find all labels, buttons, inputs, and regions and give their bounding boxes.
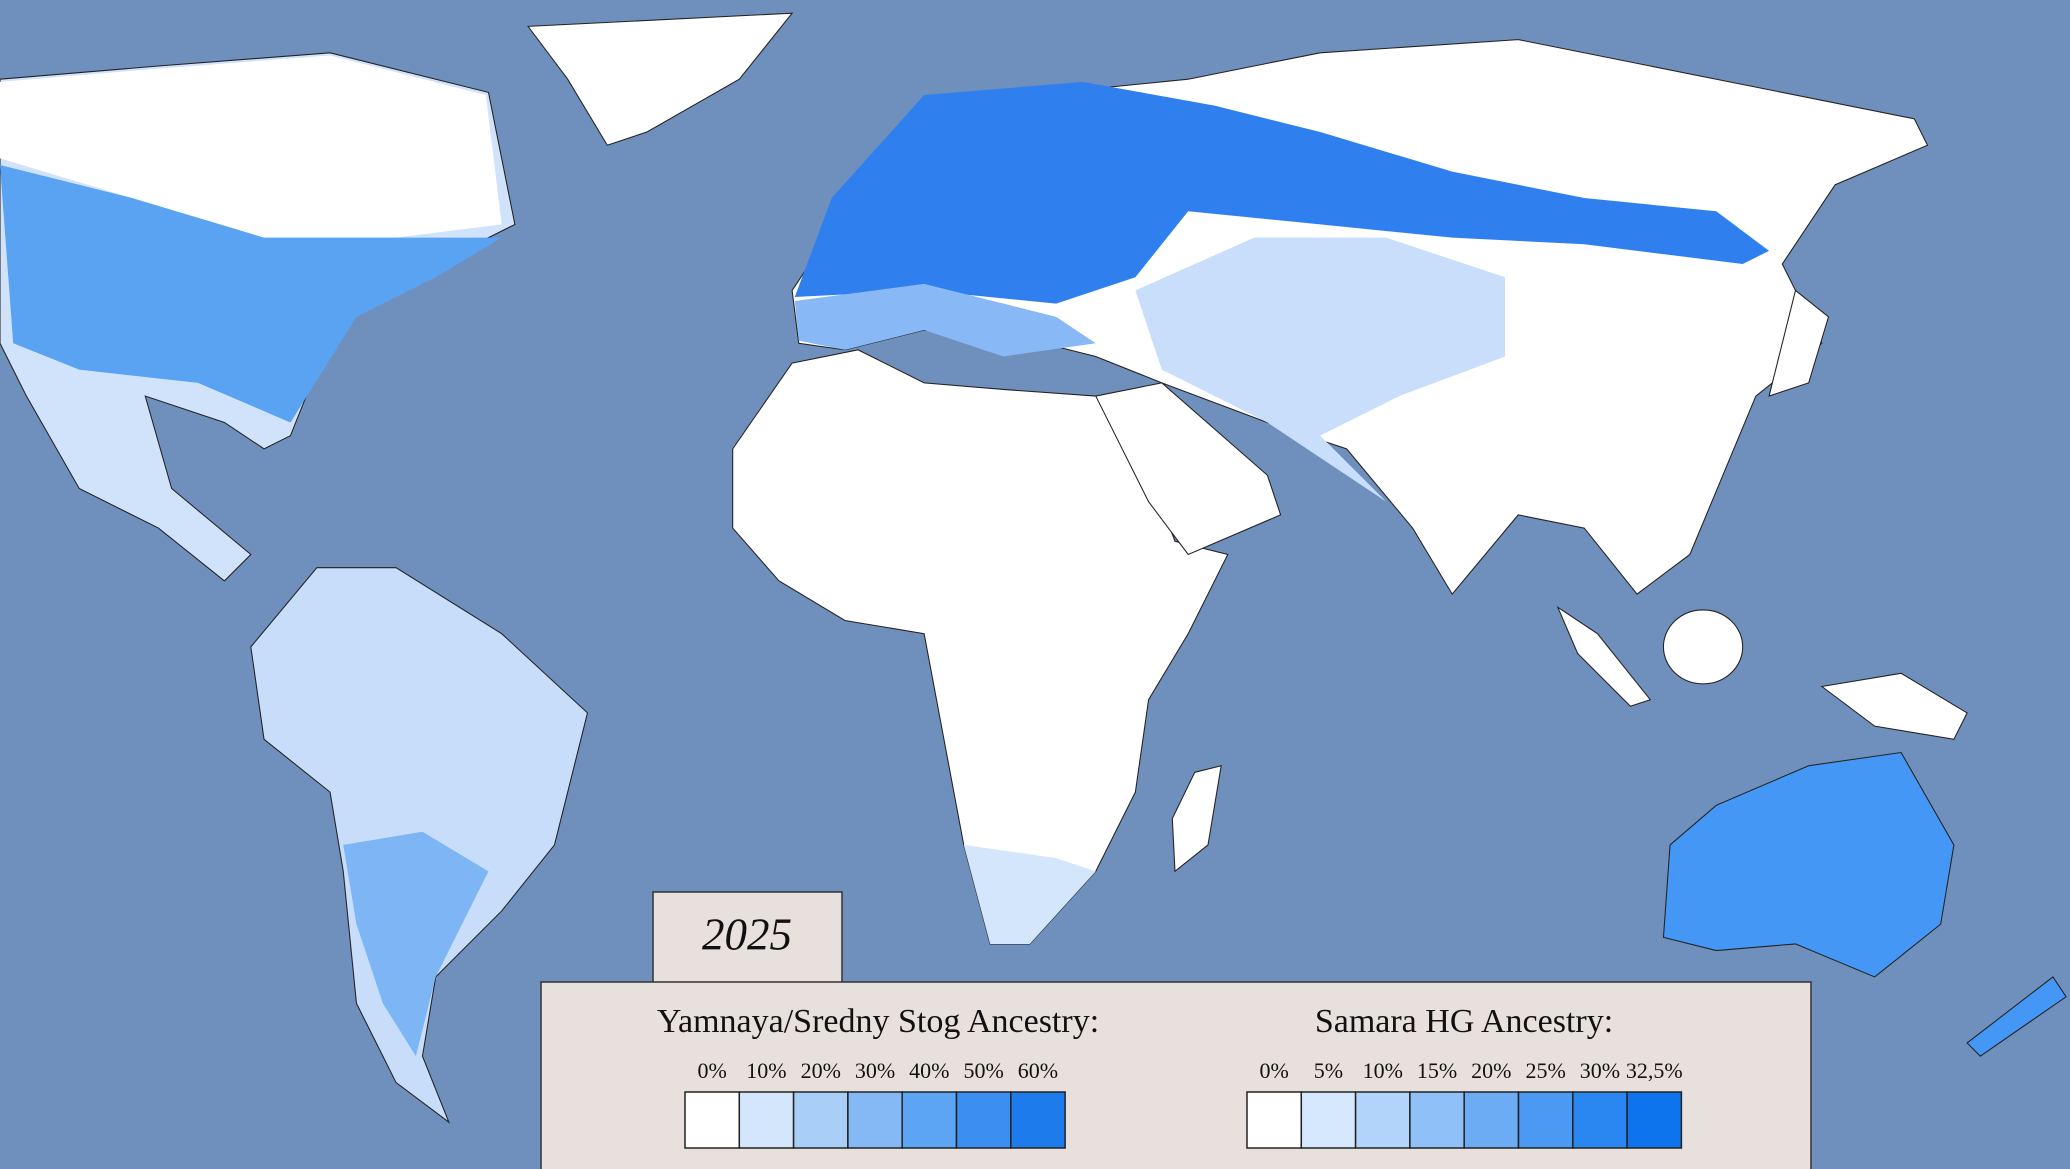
legend-label: 40%	[909, 1058, 949, 1083]
canada-north	[0, 55, 502, 238]
legend-label: 5%	[1314, 1058, 1343, 1083]
legend-label: 20%	[801, 1058, 841, 1083]
arabia	[1094, 382, 1282, 556]
south-africa	[963, 844, 1096, 944]
legend-swatch	[1626, 1091, 1683, 1149]
legend-label: 0%	[1259, 1058, 1288, 1083]
legend-swatch	[792, 1091, 849, 1149]
legend-label: 15%	[1417, 1058, 1457, 1083]
legend-title: Samara HG Ancestry:	[1315, 1003, 1613, 1040]
southern-europe	[794, 283, 1096, 357]
legend-swatch	[738, 1091, 795, 1149]
legend-swatch	[1572, 1091, 1628, 1149]
legend-label: 32,5%	[1626, 1058, 1683, 1083]
legend-swatch	[955, 1091, 1012, 1149]
europe-russia-band	[794, 81, 1770, 304]
legend-swatch	[1409, 1091, 1465, 1149]
borneo	[1662, 609, 1744, 685]
legend-label: 0%	[697, 1058, 726, 1083]
australia	[1662, 751, 1955, 978]
landmasses	[0, 12, 2067, 1124]
legend-label: 10%	[746, 1058, 786, 1083]
central-asia	[1135, 237, 1506, 581]
legend-label: 60%	[1018, 1058, 1058, 1083]
sumatra	[1556, 605, 1652, 707]
legend-swatch	[1246, 1091, 1303, 1149]
legend-label: 30%	[855, 1058, 895, 1083]
legend-swatch	[1463, 1091, 1520, 1149]
year-tab	[652, 891, 843, 985]
legend-swatch	[1300, 1091, 1357, 1149]
new-guinea	[1820, 672, 1968, 740]
legend-title: Yamnaya/Sredny Stog Ancestry:	[657, 1003, 1099, 1040]
new-zealand	[1966, 976, 2067, 1057]
legend-swatch	[847, 1091, 903, 1149]
japan	[1768, 289, 1830, 397]
legend-swatch	[684, 1091, 741, 1149]
legend-label: 20%	[1471, 1058, 1511, 1083]
legend-swatch	[901, 1091, 958, 1149]
greenland	[527, 12, 794, 146]
year-label: 2025	[702, 909, 792, 959]
legend-swatch	[1517, 1091, 1574, 1149]
south-america-south	[343, 831, 489, 1057]
north-america-band	[0, 165, 502, 423]
legend-label: 10%	[1363, 1058, 1403, 1083]
legend-swatch	[1010, 1091, 1066, 1149]
legend-label: 50%	[963, 1058, 1003, 1083]
madagascar	[1171, 765, 1222, 873]
legend-label: 25%	[1525, 1058, 1565, 1083]
legend-label: 30%	[1580, 1058, 1620, 1083]
africa	[732, 349, 1229, 945]
legend-swatch	[1354, 1091, 1411, 1149]
